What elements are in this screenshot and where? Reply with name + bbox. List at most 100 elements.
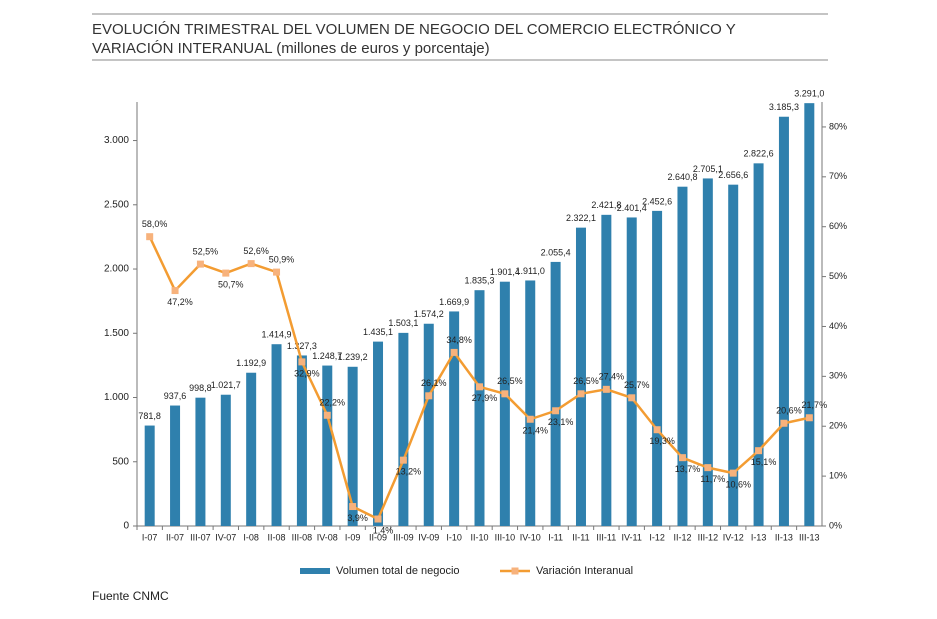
marker: [425, 392, 433, 400]
line-label: 20,6%: [776, 406, 802, 416]
marker: [349, 503, 357, 511]
marker: [196, 260, 204, 268]
x-tick-label: IV-08: [317, 532, 338, 542]
y2-tick-label: 20%: [829, 421, 847, 431]
marker: [222, 269, 230, 277]
bar: [575, 227, 586, 527]
x-tick-label: I-08: [243, 532, 259, 542]
y2-tick-label: 10%: [829, 470, 847, 480]
line-label: 11,7%: [700, 474, 725, 484]
bar: [296, 355, 307, 526]
bar-label: 2.640,8: [667, 172, 697, 182]
bar: [195, 397, 206, 526]
x-tick-label: II-07: [166, 532, 184, 542]
y2-tick-label: 70%: [829, 171, 847, 181]
y2-tick-label: 60%: [829, 221, 847, 231]
x-tick-label: IV-11: [622, 532, 642, 542]
y-tick-label: 1.000: [104, 392, 129, 403]
x-tick-label: I-11: [548, 532, 563, 542]
source: Fuente CNMC: [92, 589, 169, 603]
bar-label: 1.835,3: [464, 276, 494, 286]
bar: [728, 184, 739, 526]
bar-label: 1.574,2: [414, 309, 444, 319]
legend-swatch: [511, 567, 519, 575]
y-tick-label: 0: [123, 521, 129, 532]
line-label: 1,4%: [373, 525, 394, 535]
bar: [423, 323, 434, 526]
x-tick-label: IV-09: [418, 532, 439, 542]
bar-label: 2.401,4: [617, 203, 647, 213]
bar-label: 937,6: [164, 391, 187, 401]
bar-label: 3.291,0: [794, 89, 824, 99]
line-label: 50,7%: [218, 279, 244, 289]
line-label: 34,8%: [446, 335, 472, 345]
x-tick-label: I-09: [345, 532, 361, 542]
bar: [373, 341, 384, 526]
marker: [628, 394, 636, 402]
marker: [526, 415, 534, 423]
line-label: 27,4%: [599, 372, 625, 382]
bar: [246, 372, 257, 526]
marker: [653, 426, 661, 434]
line-label: 22,2%: [320, 398, 346, 408]
x-tick-label: I-13: [751, 532, 767, 542]
y-tick-label: 2.000: [104, 264, 129, 275]
bar-label: 2.322,1: [566, 213, 596, 223]
marker: [678, 454, 686, 462]
marker: [577, 390, 585, 398]
y2-tick-label: 80%: [829, 121, 847, 131]
y-tick-label: 2.500: [104, 199, 129, 210]
bar-label: 781,8: [138, 411, 161, 421]
bar-label: 1.239,2: [338, 352, 368, 362]
line-label: 50,9%: [269, 254, 295, 264]
x-tick-label: II-12: [673, 532, 691, 542]
x-tick-label: II-10: [470, 532, 488, 542]
line-label: 32,9%: [294, 368, 320, 378]
legend-swatch: [300, 568, 330, 574]
marker: [273, 268, 281, 276]
x-tick-label: I-07: [142, 532, 158, 542]
line-label: 13,7%: [675, 464, 701, 474]
bar: [271, 344, 282, 526]
marker: [476, 383, 483, 391]
bar: [601, 214, 612, 526]
x-tick-label: II-11: [572, 532, 589, 542]
bar: [753, 163, 764, 526]
x-tick-label: I-10: [446, 532, 462, 542]
bar-label: 2.452,6: [642, 196, 672, 206]
line-label: 21,4%: [522, 426, 548, 436]
line-label: 19,3%: [649, 436, 675, 446]
chart-title: VARIACIÓN INTERANUAL (millones de euros …: [92, 40, 490, 57]
bar: [804, 103, 815, 526]
legend-label: Volumen total de negocio: [336, 565, 460, 577]
bar: [652, 210, 663, 527]
x-tick-label: II-09: [369, 532, 387, 542]
bar: [702, 178, 713, 526]
marker: [755, 447, 763, 455]
bar: [474, 290, 485, 526]
marker: [729, 469, 737, 477]
bar-label: 1.021,7: [211, 380, 241, 390]
x-tick-label: III-11: [596, 532, 616, 542]
x-tick-label: III-08: [292, 532, 313, 542]
x-tick-label: IV-12: [723, 532, 744, 542]
bar: [322, 365, 333, 526]
line-label: 52,6%: [243, 246, 269, 256]
marker: [501, 390, 509, 398]
bar-label: 1.192,9: [236, 358, 266, 368]
x-tick-label: IV-07: [215, 532, 236, 542]
bar-label: 2.055,4: [541, 247, 571, 257]
bar: [778, 116, 789, 526]
y-tick-label: 3.000: [104, 135, 129, 146]
bar-label: 1.503,1: [388, 318, 418, 328]
x-tick-label: III-13: [799, 532, 820, 542]
bar: [550, 261, 561, 526]
y-tick-label: 500: [112, 456, 129, 467]
line-label: 21,7%: [802, 400, 828, 410]
x-tick-label: II-08: [268, 532, 286, 542]
bar: [626, 217, 637, 526]
line-label: 47,2%: [167, 297, 193, 307]
bar: [525, 280, 536, 526]
